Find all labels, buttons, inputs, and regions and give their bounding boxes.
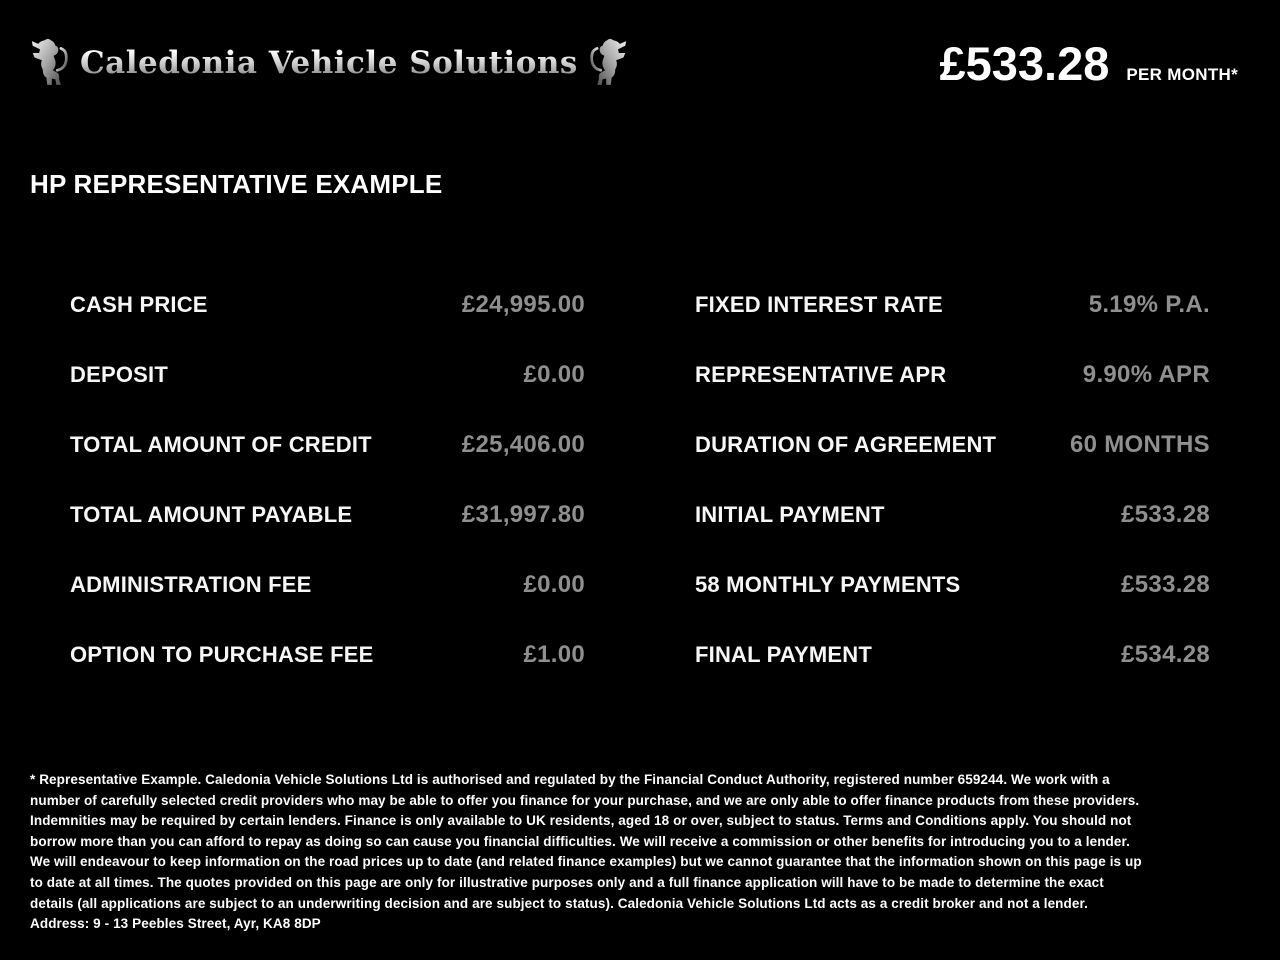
finance-row-option-fee: OPTION TO PURCHASE FEE £1.00	[70, 620, 585, 690]
finance-value: £25,406.00	[461, 431, 585, 458]
finance-row-initial-payment: INITIAL PAYMENT £533.28	[695, 480, 1210, 550]
finance-label: 58 MONTHLY PAYMENTS	[695, 572, 961, 597]
finance-value: 60 MONTHS	[1069, 431, 1210, 458]
finance-label: FIXED INTEREST RATE	[695, 292, 943, 317]
finance-value: £533.28	[1121, 571, 1210, 598]
brand-logo: Caledonia Vehicle Solutions	[30, 37, 628, 89]
finance-row-interest-rate: FIXED INTEREST RATE 5.19% P.A.	[695, 270, 1210, 340]
finance-label: INITIAL PAYMENT	[695, 502, 885, 527]
finance-label: DEPOSIT	[70, 362, 168, 387]
finance-label: REPRESENTATIVE APR	[695, 362, 947, 387]
finance-row-deposit: DEPOSIT £0.00	[70, 340, 585, 410]
finance-row-apr: REPRESENTATIVE APR 9.90% APR	[695, 340, 1210, 410]
header: Caledonia Vehicle Solutions £533.28 PER …	[30, 32, 1238, 94]
finance-value: £1.00	[523, 641, 585, 668]
finance-label: TOTAL AMOUNT OF CREDIT	[70, 432, 372, 457]
finance-value: £31,997.80	[461, 501, 585, 528]
brand-name: Caledonia Vehicle Solutions	[80, 45, 578, 81]
finance-label: FINAL PAYMENT	[695, 642, 872, 667]
finance-value: £533.28	[1121, 501, 1210, 528]
finance-value: £0.00	[523, 361, 585, 388]
page-title: HP REPRESENTATIVE EXAMPLE	[30, 169, 443, 199]
finance-label: CASH PRICE	[70, 292, 208, 317]
finance-row-cash-price: CASH PRICE £24,995.00	[70, 270, 585, 340]
price-amount: £533.28	[939, 36, 1110, 90]
finance-row-total-payable: TOTAL AMOUNT PAYABLE £31,997.80	[70, 480, 585, 550]
finance-value: £534.28	[1121, 641, 1210, 668]
lion-rampant-icon	[31, 38, 68, 85]
finance-row-duration: DURATION OF AGREEMENT 60 MONTHS	[695, 410, 1210, 480]
finance-value: £0.00	[523, 571, 585, 598]
monthly-price: £533.28 PER MONTH*	[939, 40, 1238, 87]
price-suffix: PER MONTH*	[1126, 64, 1238, 84]
finance-column-left: CASH PRICE £24,995.00 DEPOSIT £0.00 TOTA…	[70, 270, 585, 690]
finance-table: CASH PRICE £24,995.00 DEPOSIT £0.00 TOTA…	[70, 270, 1210, 690]
finance-value: £24,995.00	[461, 291, 585, 318]
lion-rampant-icon	[590, 38, 627, 85]
finance-row-monthly-payments: 58 MONTHLY PAYMENTS £533.28	[695, 550, 1210, 620]
finance-row-total-credit: TOTAL AMOUNT OF CREDIT £25,406.00	[70, 410, 585, 480]
finance-label: ADMINISTRATION FEE	[70, 572, 312, 597]
finance-label: OPTION TO PURCHASE FEE	[70, 642, 374, 667]
finance-value: 9.90% APR	[1082, 361, 1210, 388]
finance-value: 5.19% P.A.	[1088, 291, 1210, 318]
disclaimer-text: * Representative Example. Caledonia Vehi…	[30, 772, 1142, 932]
finance-column-right: FIXED INTEREST RATE 5.19% P.A. REPRESENT…	[695, 270, 1210, 690]
finance-row-admin-fee: ADMINISTRATION FEE £0.00	[70, 550, 585, 620]
finance-row-final-payment: FINAL PAYMENT £534.28	[695, 620, 1210, 690]
finance-label: DURATION OF AGREEMENT	[695, 432, 997, 457]
finance-label: TOTAL AMOUNT PAYABLE	[70, 502, 353, 527]
